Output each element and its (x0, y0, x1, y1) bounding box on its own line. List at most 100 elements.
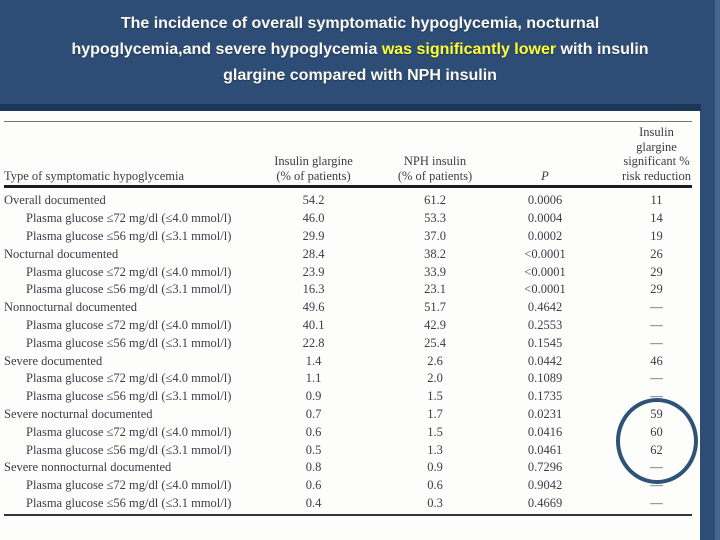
table-header-row: Type of symptomatic hypoglycemia Insulin… (4, 125, 692, 183)
column-header-risk-line1: Insulin glargine (636, 125, 677, 154)
cell-risk-reduction: 14 (650, 211, 663, 226)
cell-glargine-value: 0.6 (305, 424, 322, 439)
row-label: Plasma glucose ≤72 mg/dl (≤4.0 mmol/l) (26, 478, 232, 493)
cell-p-value: 0.2553 (527, 317, 563, 332)
column-header-risk-line3: risk reduction (621, 168, 692, 183)
cell-risk-reduction: 29 (650, 282, 663, 297)
cell-risk-reduction: 19 (650, 228, 663, 243)
cell-p-value: <0.0001 (524, 282, 566, 297)
cell-glargine-value: 16.3 (302, 282, 325, 297)
highlight-circle-annotation (616, 398, 698, 484)
cell-nph-value: 1.5 (427, 424, 443, 439)
cell-p-value: 0.0231 (527, 406, 563, 421)
cell-p-value: 0.1089 (527, 371, 563, 386)
slide-right-edge-strip (715, 0, 720, 540)
cell-nph-value: 33.9 (424, 264, 446, 279)
cell-p-value: 0.9042 (527, 478, 563, 493)
cell-risk-reduction: — (650, 335, 663, 350)
table-row: Severe documented 1.4 2.6 0.0442 46 (4, 352, 692, 370)
cell-glargine-value: 54.2 (302, 193, 325, 208)
cell-glargine-value: 46.0 (302, 211, 325, 226)
cell-nph-value: 0.3 (427, 495, 443, 510)
cell-risk-reduction: — (650, 300, 663, 315)
cell-nph-value: 0.9 (427, 460, 443, 475)
title-line-3: glargine compared with NPH insulin (223, 67, 497, 84)
table-row: Plasma glucose ≤56 mg/dl (≤3.1 mmol/l) 1… (4, 281, 692, 299)
cell-nph-value: 1.3 (427, 442, 443, 457)
table-row: Nonnocturnal documented 49.6 51.7 0.4642… (4, 299, 692, 317)
table-row: Plasma glucose ≤56 mg/dl (≤3.1 mmol/l) 2… (4, 228, 692, 246)
table-row: Plasma glucose ≤72 mg/dl (≤4.0 mmol/l) 2… (4, 263, 692, 281)
table-row: Plasma glucose ≤56 mg/dl (≤3.1 mmol/l) 0… (4, 495, 692, 513)
cell-glargine-value: 49.6 (302, 300, 325, 315)
title-line-1: The incidence of overall symptomatic hyp… (120, 15, 600, 32)
title-line-2: hypoglycemia,and severe hypoglycemia was… (20, 37, 700, 63)
row-label: Plasma glucose ≤72 mg/dl (≤4.0 mmol/l) (26, 371, 232, 386)
cell-p-value: 0.0004 (527, 211, 563, 226)
cell-glargine-value: 0.7 (305, 406, 322, 421)
title-line2-post: with insulin (556, 41, 649, 58)
cell-glargine-value: 29.9 (302, 228, 325, 243)
table-bottom-rule (4, 514, 692, 516)
table-panel: Type of symptomatic hypoglycemia Insulin… (0, 111, 700, 540)
table-row: Nocturnal documented 28.4 38.2 <0.0001 2… (4, 245, 692, 263)
table-row: Plasma glucose ≤72 mg/dl (≤4.0 mmol/l) 0… (4, 423, 692, 441)
row-label: Severe nocturnal documented (4, 406, 153, 421)
cell-glargine-value: 0.9 (305, 389, 322, 404)
cell-nph-value: 1.7 (427, 406, 443, 421)
row-label: Plasma glucose ≤56 mg/dl (≤3.1 mmol/l) (26, 228, 232, 243)
cell-glargine-value: 1.4 (305, 353, 322, 368)
cell-risk-reduction: — (650, 317, 663, 332)
table-row: Plasma glucose ≤72 mg/dl (≤4.0 mmol/l) 0… (4, 477, 692, 495)
cell-nph-value: 37.0 (424, 228, 446, 243)
row-label: Plasma glucose ≤56 mg/dl (≤3.1 mmol/l) (26, 495, 232, 510)
table-row: Severe nonnocturnal documented 0.8 0.9 0… (4, 459, 692, 477)
table-row: Plasma glucose ≤72 mg/dl (≤4.0 mmol/l) 4… (4, 317, 692, 335)
cell-nph-value: 51.7 (424, 300, 446, 315)
cell-nph-value: 25.4 (424, 335, 446, 350)
table-row: Plasma glucose ≤72 mg/dl (≤4.0 mmol/l) 1… (4, 370, 692, 388)
cell-p-value: 0.1735 (527, 389, 563, 404)
cell-nph-value: 42.9 (424, 317, 446, 332)
cell-glargine-value: 22.8 (302, 335, 325, 350)
column-header-glargine-line2: (% of patients) (276, 168, 351, 183)
cell-glargine-value: 0.5 (305, 442, 322, 457)
row-label: Severe documented (4, 353, 103, 368)
cell-glargine-value: 0.8 (305, 460, 322, 475)
cell-glargine-value: 0.6 (305, 478, 322, 493)
cell-glargine-value: 0.4 (305, 495, 322, 510)
cell-p-value: 0.0006 (527, 193, 563, 208)
row-label: Nonnocturnal documented (4, 300, 137, 315)
cell-risk-reduction: — (650, 495, 663, 510)
cell-p-value: 0.7296 (527, 460, 563, 475)
row-label: Plasma glucose ≤56 mg/dl (≤3.1 mmol/l) (26, 389, 232, 404)
table-row: Plasma glucose ≤56 mg/dl (≤3.1 mmol/l) 2… (4, 334, 692, 352)
row-label: Plasma glucose ≤72 mg/dl (≤4.0 mmol/l) (26, 424, 232, 439)
cell-risk-reduction: 29 (650, 264, 663, 279)
cell-nph-value: 0.6 (427, 478, 443, 493)
cell-p-value: 0.4669 (527, 495, 563, 510)
cell-risk-reduction: — (650, 371, 663, 386)
row-label: Overall documented (4, 193, 106, 208)
cell-glargine-value: 23.9 (302, 264, 325, 279)
column-header-nph-line1: NPH insulin (403, 154, 467, 168)
row-label: Plasma glucose ≤72 mg/dl (≤4.0 mmol/l) (26, 264, 232, 279)
cell-p-value: 0.0002 (527, 228, 563, 243)
cell-nph-value: 1.5 (427, 389, 443, 404)
title-divider-bar (0, 104, 701, 111)
table-row: Severe nocturnal documented 0.7 1.7 0.02… (4, 406, 692, 424)
cell-nph-value: 2.0 (427, 371, 443, 386)
row-label: Plasma glucose ≤72 mg/dl (≤4.0 mmol/l) (26, 317, 232, 332)
cell-p-value: 0.0461 (527, 442, 563, 457)
column-header-type: Type of symptomatic hypoglycemia (4, 168, 184, 183)
table-row: Overall documented 54.2 61.2 0.0006 11 (4, 192, 692, 210)
row-label: Severe nonnocturnal documented (4, 460, 172, 475)
cell-nph-value: 53.3 (424, 211, 446, 226)
cell-p-value: 0.4642 (527, 300, 563, 315)
title-line2-pre: hypoglycemia,and severe hypoglycemia (71, 41, 382, 58)
table-body: Overall documented 54.2 61.2 0.0006 11 P… (4, 192, 692, 512)
cell-p-value: 0.0416 (527, 424, 563, 439)
row-label: Plasma glucose ≤56 mg/dl (≤3.1 mmol/l) (26, 282, 232, 297)
table-row: Plasma glucose ≤56 mg/dl (≤3.1 mmol/l) 0… (4, 388, 692, 406)
